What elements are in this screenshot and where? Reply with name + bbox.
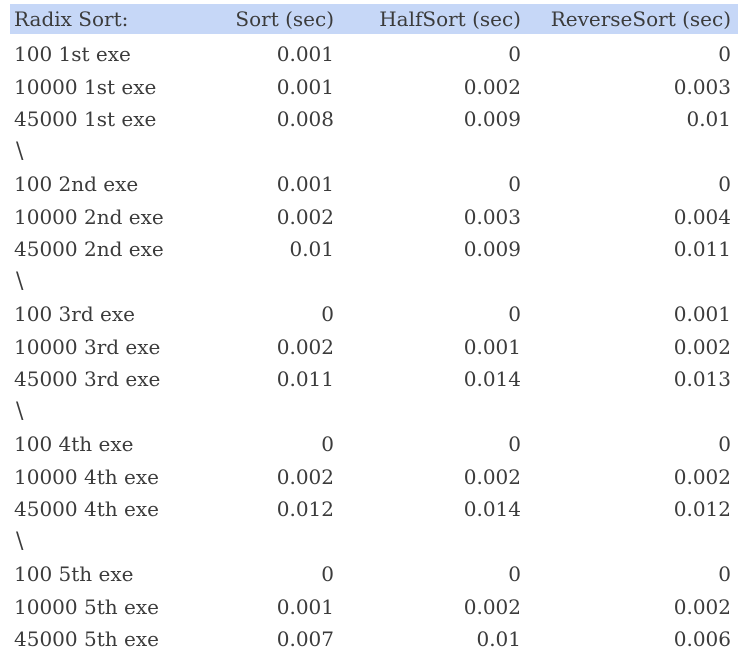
- halfsort-time-cell: 0: [508, 172, 521, 197]
- row-label: 10000 4th exe: [14, 464, 159, 489]
- row-label: 45000 5th exe: [14, 627, 159, 652]
- reversesort-time-cell: 0: [718, 172, 731, 197]
- header-sort-sec: Sort (sec): [235, 7, 334, 31]
- table-body: 100 1st exe 0.001 0 0 10000 1st exe 0.001 0.00…: [10, 38, 738, 656]
- row-label: 45000 2nd exe: [14, 237, 164, 262]
- halfsort-time-cell: 0.014: [463, 497, 521, 522]
- row-label: 100 1st exe: [14, 42, 131, 67]
- sort-time-cell: 0: [321, 302, 334, 327]
- sort-time-cell: 0.001: [276, 74, 334, 99]
- sort-time-cell: 0.002: [276, 334, 334, 359]
- reversesort-time-cell: 0.002: [673, 594, 731, 619]
- halfsort-time-cell: 0.002: [463, 464, 521, 489]
- reversesort-time-cell: 0.003: [673, 74, 731, 99]
- table-row: 45000 4th exe 0.012 0.014 0.012: [10, 493, 738, 526]
- sort-time-cell: 0.002: [276, 204, 334, 229]
- reversesort-time-cell: 0: [718, 562, 731, 587]
- table-row: 45000 3rd exe 0.011 0.014 0.013: [10, 363, 738, 396]
- reversesort-time-cell: 0.006: [673, 627, 731, 652]
- row-label: 100 4th exe: [14, 432, 134, 457]
- table-row: 100 2nd exe 0.001 0 0: [10, 168, 738, 201]
- header-halfsort-sec: HalfSort (sec): [379, 7, 521, 31]
- row-label: 10000 1st exe: [14, 74, 157, 99]
- row-label: 10000 5th exe: [14, 594, 159, 619]
- halfsort-time-cell: 0.009: [463, 237, 521, 262]
- row-label: 10000 2nd exe: [14, 204, 164, 229]
- halfsort-time-cell: 0.01: [476, 627, 521, 652]
- reversesort-time-cell: 0.002: [673, 334, 731, 359]
- reversesort-time-cell: 0.011: [673, 237, 731, 262]
- row-label: 10000 3rd exe: [14, 334, 161, 359]
- row-label: 100 2nd exe: [14, 172, 139, 197]
- reversesort-time-cell: 0: [718, 42, 731, 67]
- sort-time-cell: 0.001: [276, 42, 334, 67]
- separator-mark: \: [16, 269, 24, 295]
- header-reversesort-sec: ReverseSort (sec): [550, 7, 731, 31]
- halfsort-time-cell: 0.014: [463, 367, 521, 392]
- group-separator-row: \: [10, 266, 738, 299]
- sort-time-cell: 0.012: [276, 497, 334, 522]
- halfsort-time-cell: 0.003: [463, 204, 521, 229]
- reversesort-time-cell: 0.004: [673, 204, 731, 229]
- halfsort-time-cell: 0.001: [463, 334, 521, 359]
- table-row: 100 5th exe 0 0 0: [10, 558, 738, 591]
- table-header-row: Radix Sort: Sort (sec) HalfSort (sec) Re…: [10, 4, 738, 34]
- reversesort-time-cell: 0.01: [686, 107, 731, 132]
- separator-mark: \: [16, 139, 24, 165]
- sort-time-cell: 0.01: [289, 237, 334, 262]
- halfsort-time-cell: 0: [508, 432, 521, 457]
- table-row: 10000 1st exe 0.001 0.002 0.003: [10, 71, 738, 104]
- sort-time-cell: 0.001: [276, 172, 334, 197]
- sort-time-cell: 0: [321, 562, 334, 587]
- row-label: 100 5th exe: [14, 562, 134, 587]
- header-radix-sort: Radix Sort:: [14, 7, 129, 31]
- sort-time-cell: 0.008: [276, 107, 334, 132]
- sort-time-cell: 0.007: [276, 627, 334, 652]
- sort-time-cell: 0.011: [276, 367, 334, 392]
- row-label: 45000 1st exe: [14, 107, 157, 132]
- table-row: 45000 2nd exe 0.01 0.009 0.011: [10, 233, 738, 266]
- row-label: 45000 4th exe: [14, 497, 159, 522]
- reversesort-time-cell: 0.013: [673, 367, 731, 392]
- halfsort-time-cell: 0: [508, 302, 521, 327]
- sort-time-cell: 0.002: [276, 464, 334, 489]
- table-row: 45000 1st exe 0.008 0.009 0.01: [10, 103, 738, 136]
- halfsort-time-cell: 0: [508, 562, 521, 587]
- table-row: 100 1st exe 0.001 0 0: [10, 38, 738, 71]
- radix-sort-table: Radix Sort: Sort (sec) HalfSort (sec) Re…: [10, 4, 738, 656]
- table-row: 10000 3rd exe 0.002 0.001 0.002: [10, 331, 738, 364]
- reversesort-time-cell: 0.012: [673, 497, 731, 522]
- separator-mark: \: [16, 399, 24, 425]
- table-row: 100 3rd exe 0 0 0.001: [10, 298, 738, 331]
- halfsort-time-cell: 0.002: [463, 594, 521, 619]
- row-label: 100 3rd exe: [14, 302, 135, 327]
- reversesort-time-cell: 0.001: [673, 302, 731, 327]
- table-row: 10000 5th exe 0.001 0.002 0.002: [10, 591, 738, 624]
- halfsort-time-cell: 0.002: [463, 74, 521, 99]
- row-label: 45000 3rd exe: [14, 367, 161, 392]
- table-row: 45000 5th exe 0.007 0.01 0.006: [10, 623, 738, 656]
- group-separator-row: \: [10, 136, 738, 169]
- table-row: 10000 2nd exe 0.002 0.003 0.004: [10, 201, 738, 234]
- group-separator-row: \: [10, 526, 738, 559]
- table-row: 10000 4th exe 0.002 0.002 0.002: [10, 461, 738, 494]
- halfsort-time-cell: 0: [508, 42, 521, 67]
- sort-time-cell: 0: [321, 432, 334, 457]
- reversesort-time-cell: 0.002: [673, 464, 731, 489]
- group-separator-row: \: [10, 396, 738, 429]
- reversesort-time-cell: 0: [718, 432, 731, 457]
- table-row: 100 4th exe 0 0 0: [10, 428, 738, 461]
- separator-mark: \: [16, 529, 24, 555]
- halfsort-time-cell: 0.009: [463, 107, 521, 132]
- sort-time-cell: 0.001: [276, 594, 334, 619]
